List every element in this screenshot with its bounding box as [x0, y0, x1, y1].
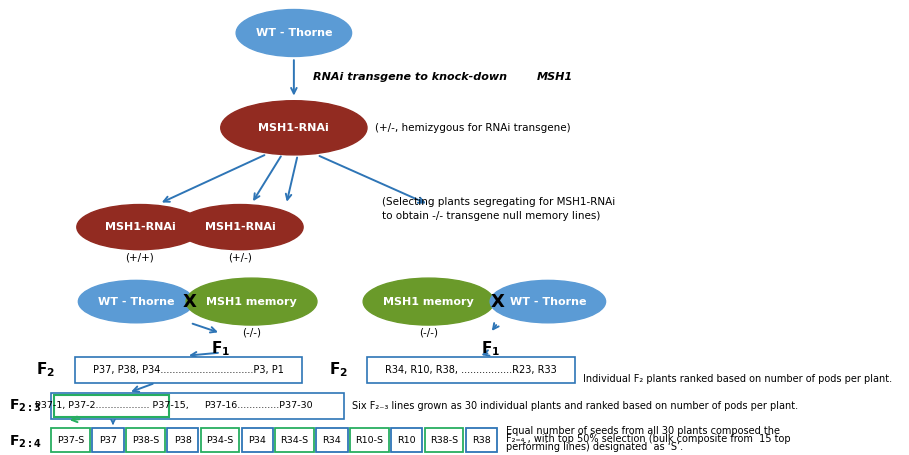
FancyBboxPatch shape [465, 429, 497, 452]
Text: P37, P38, P34...............................P3, P1: P37, P38, P34...........................… [93, 365, 284, 375]
Text: $\mathbf{F_2}$: $\mathbf{F_2}$ [329, 360, 348, 379]
Text: R34-S: R34-S [281, 436, 309, 445]
FancyBboxPatch shape [367, 357, 574, 383]
Text: X: X [491, 293, 504, 311]
Text: (+/+): (+/+) [125, 253, 155, 263]
Text: R38: R38 [472, 436, 491, 445]
FancyBboxPatch shape [52, 429, 90, 452]
Text: $\mathbf{F_1}$: $\mathbf{F_1}$ [481, 339, 500, 358]
Text: WT - Thorne: WT - Thorne [255, 28, 332, 38]
Text: $\mathbf{F_2}$: $\mathbf{F_2}$ [35, 360, 55, 379]
Text: $\mathbf{F_{2:4}}$: $\mathbf{F_{2:4}}$ [9, 434, 42, 450]
Text: WT - Thorne: WT - Thorne [98, 297, 175, 307]
Text: (Selecting plants segregating for MSH1-RNAi: (Selecting plants segregating for MSH1-R… [383, 197, 615, 207]
Text: X: X [183, 293, 197, 311]
Ellipse shape [490, 280, 605, 323]
FancyBboxPatch shape [92, 429, 124, 452]
Text: $\mathbf{F_{2:3}}$: $\mathbf{F_{2:3}}$ [9, 398, 41, 414]
Ellipse shape [363, 278, 494, 325]
Text: F₂₌₄ , with top 50% selection (bulk composite from  15 top: F₂₌₄ , with top 50% selection (bulk comp… [505, 434, 790, 444]
Text: MSH1 memory: MSH1 memory [384, 297, 474, 307]
Ellipse shape [221, 101, 367, 155]
Text: (+/-): (+/-) [228, 253, 252, 263]
Text: R34: R34 [323, 436, 342, 445]
Text: (+/-, hemizygous for RNAi transgene): (+/-, hemizygous for RNAi transgene) [375, 123, 570, 133]
Text: MSH1: MSH1 [536, 72, 573, 82]
Text: P37-16..............P37-30: P37-16..............P37-30 [204, 401, 313, 410]
FancyBboxPatch shape [350, 429, 388, 452]
Text: P38-S: P38-S [132, 436, 159, 445]
FancyBboxPatch shape [275, 429, 314, 452]
Text: $\mathbf{F_1}$: $\mathbf{F_1}$ [211, 339, 230, 358]
Ellipse shape [236, 10, 352, 56]
Text: P37-1, P37-2.................. P37-15,: P37-1, P37-2.................. P37-15, [35, 401, 188, 410]
Text: R38-S: R38-S [430, 436, 458, 445]
Ellipse shape [78, 280, 194, 323]
Text: P37-S: P37-S [57, 436, 85, 445]
Text: Equal number of seeds from all 30 plants composed the: Equal number of seeds from all 30 plants… [505, 426, 780, 436]
Text: to obtain -/- transgene null memory lines): to obtain -/- transgene null memory line… [383, 211, 601, 221]
Text: MSH1-RNAi: MSH1-RNAi [205, 222, 275, 232]
Text: (-/-): (-/-) [419, 327, 438, 337]
FancyBboxPatch shape [75, 357, 302, 383]
Text: MSH1-RNAi: MSH1-RNAi [258, 123, 329, 133]
Text: RNAi transgene to knock-down: RNAi transgene to knock-down [313, 72, 511, 82]
Text: Six F₂₋₃ lines grown as 30 individual plants and ranked based on number of pods : Six F₂₋₃ lines grown as 30 individual pl… [352, 401, 798, 411]
Text: MSH1-RNAi: MSH1-RNAi [105, 222, 175, 232]
Text: P37: P37 [99, 436, 117, 445]
Text: (-/-): (-/-) [242, 327, 261, 337]
FancyBboxPatch shape [54, 395, 169, 417]
Ellipse shape [177, 205, 303, 250]
FancyBboxPatch shape [52, 393, 344, 419]
FancyBboxPatch shape [126, 429, 165, 452]
FancyBboxPatch shape [242, 429, 273, 452]
Text: MSH1 memory: MSH1 memory [206, 297, 297, 307]
Text: P34: P34 [248, 436, 266, 445]
FancyBboxPatch shape [201, 429, 239, 452]
FancyBboxPatch shape [167, 429, 198, 452]
Text: R34, R10, R38, .................R23, R33: R34, R10, R38, .................R23, R33 [385, 365, 557, 375]
Ellipse shape [186, 278, 317, 325]
FancyBboxPatch shape [316, 429, 348, 452]
Text: R10-S: R10-S [355, 436, 384, 445]
Text: WT - Thorne: WT - Thorne [510, 297, 586, 307]
Text: P34-S: P34-S [206, 436, 234, 445]
Text: R10: R10 [397, 436, 416, 445]
Text: Individual F₂ plants ranked based on number of pods per plant.: Individual F₂ plants ranked based on num… [583, 374, 892, 384]
Ellipse shape [77, 205, 203, 250]
FancyBboxPatch shape [425, 429, 464, 452]
Text: P38: P38 [174, 436, 192, 445]
Text: performing lines) designated  as ‘S’.: performing lines) designated as ‘S’. [505, 442, 683, 452]
FancyBboxPatch shape [391, 429, 423, 452]
